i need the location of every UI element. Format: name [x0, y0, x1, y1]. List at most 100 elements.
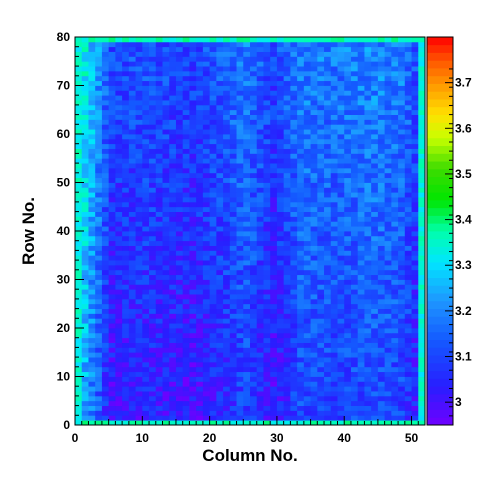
heatmap-cell [155, 284, 163, 290]
heatmap-cell [202, 235, 211, 242]
heatmap-cell [155, 395, 163, 402]
heatmap-cell [75, 391, 83, 397]
heatmap-cell [169, 410, 177, 416]
heatmap-cell [276, 279, 285, 285]
heatmap-cell [95, 328, 103, 334]
heatmap-cell [175, 226, 184, 232]
heatmap-cell [377, 318, 386, 324]
heatmap-cell [283, 294, 291, 300]
heatmap-cell [391, 410, 399, 416]
heatmap-cell [128, 235, 136, 242]
heatmap-cell [411, 274, 419, 280]
heatmap-cell [236, 75, 244, 82]
heatmap-cell [270, 100, 278, 106]
heatmap-cell [317, 134, 325, 140]
heatmap-cell [108, 226, 116, 232]
heatmap-cell [263, 313, 271, 319]
heatmap-cell [128, 206, 136, 212]
heatmap-cell [115, 192, 123, 198]
heatmap-cell [196, 371, 204, 377]
heatmap-cell [101, 357, 110, 363]
heatmap-cell [142, 240, 150, 246]
heatmap-cell [303, 177, 311, 183]
heatmap-cell [243, 376, 251, 382]
heatmap-cell [250, 415, 258, 421]
heatmap-cell [81, 250, 89, 256]
heatmap-cell [122, 90, 130, 96]
heatmap-cell [128, 61, 136, 67]
heatmap-cell [290, 134, 298, 140]
heatmap-cell [371, 90, 379, 96]
x-axis-title: Column No. [202, 446, 297, 465]
heatmap-cell [384, 255, 392, 261]
heatmap-cell [81, 134, 89, 140]
heatmap-cell [344, 37, 352, 43]
heatmap-cell [162, 41, 170, 48]
heatmap-cell [418, 46, 426, 52]
heatmap-cell [209, 328, 217, 334]
heatmap-cell [196, 90, 204, 96]
heatmap-cell [122, 109, 130, 115]
heatmap-cell [256, 90, 264, 96]
heatmap-cell [377, 400, 386, 406]
heatmap-cell [182, 235, 190, 242]
heatmap-cell [216, 153, 224, 159]
heatmap-cell [202, 337, 211, 343]
heatmap-cell [263, 95, 271, 101]
heatmap-cell [149, 294, 157, 300]
heatmap-cell [324, 95, 332, 101]
heatmap-cell [398, 328, 406, 334]
heatmap-cell [108, 332, 116, 339]
heatmap-cell [115, 56, 123, 62]
heatmap-cell [175, 240, 184, 246]
heatmap-cell [223, 158, 231, 164]
heatmap-cell [398, 46, 406, 52]
heatmap-cell [371, 167, 379, 174]
heatmap-cell [330, 221, 338, 227]
heatmap-cell [236, 376, 244, 382]
heatmap-cell [303, 274, 311, 280]
heatmap-cell [371, 318, 379, 324]
heatmap-cell [243, 337, 251, 343]
heatmap-cell [384, 192, 392, 198]
heatmap-cell [330, 167, 338, 174]
heatmap-cell [310, 235, 318, 242]
heatmap-cell [270, 279, 278, 285]
heatmap-cell [236, 109, 244, 115]
heatmap-cell [229, 264, 237, 271]
heatmap-cell [371, 51, 379, 57]
heatmap-cell [243, 347, 251, 353]
heatmap-cell [75, 153, 83, 159]
heatmap-cell [276, 269, 285, 276]
heatmap-cell [411, 80, 419, 86]
heatmap-cell [182, 386, 190, 392]
heatmap-cell [418, 342, 426, 348]
heatmap-cell [88, 420, 96, 426]
heatmap-cell [236, 269, 244, 276]
heatmap-cell [303, 66, 311, 72]
heatmap-cell [317, 381, 325, 387]
heatmap-cell [297, 143, 305, 149]
heatmap-cell [256, 56, 264, 62]
heatmap-cell [243, 352, 251, 358]
heatmap-cell [202, 298, 211, 305]
heatmap-cell [182, 347, 190, 353]
heatmap-cell [155, 255, 163, 261]
heatmap-cell [411, 235, 419, 242]
heatmap-cell [324, 303, 332, 309]
heatmap-cell [344, 143, 352, 149]
heatmap-cell [135, 124, 143, 130]
heatmap-cell [236, 167, 244, 174]
heatmap-cell [189, 206, 197, 212]
heatmap-cell [290, 95, 298, 101]
heatmap-cell [398, 342, 406, 348]
heatmap-cell [350, 303, 359, 309]
heatmap-cell [276, 289, 285, 295]
heatmap-cell [391, 226, 399, 232]
heatmap-cell [75, 400, 83, 406]
heatmap-cell [142, 323, 150, 329]
heatmap-cell [236, 197, 244, 203]
heatmap-cell [135, 289, 143, 295]
colorbar-band [427, 316, 453, 325]
heatmap-cell [135, 75, 143, 82]
